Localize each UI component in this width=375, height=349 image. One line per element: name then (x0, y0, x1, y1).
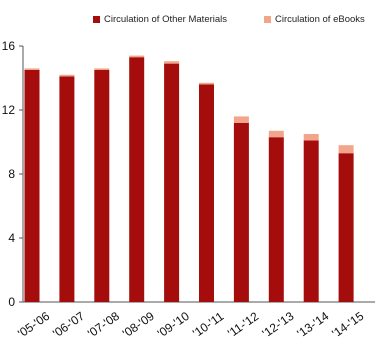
y-tick-label: 0 (8, 295, 15, 309)
x-tick-label: '11-'12 (225, 309, 261, 340)
bar-ebooks (199, 82, 214, 85)
bar-other-materials (303, 140, 319, 302)
bar-ebooks (129, 55, 145, 58)
x-tick-label: '05-'06 (15, 309, 52, 341)
bar-ebooks (338, 145, 354, 154)
bar-other-materials (338, 153, 354, 302)
bar-other-materials (199, 84, 214, 303)
bar-ebooks (94, 68, 110, 70)
y-tick-label: 12 (2, 103, 16, 117)
legend-label-other-materials: Circulation of Other Materials (104, 14, 228, 25)
bar-other-materials (233, 122, 249, 302)
x-tick-label: '08-'09 (120, 309, 157, 341)
x-tick-label: '09-'10 (155, 309, 192, 341)
chart-bars (24, 55, 354, 303)
y-axis-ticks: 0 4 8 12 16 (2, 39, 23, 309)
bar-ebooks (164, 61, 180, 64)
bar-ebooks (303, 134, 319, 141)
x-tick-label: '06-'07 (50, 309, 87, 341)
legend-swatch-other-materials (93, 16, 100, 23)
x-tick-label: '10-'11 (190, 309, 226, 340)
bar-ebooks (24, 68, 40, 70)
x-axis-ticks: '05-'06'06-'07'07-'08'08-'09'09-'10'10-'… (15, 309, 366, 341)
y-tick-label: 8 (8, 167, 15, 181)
bar-other-materials (94, 70, 110, 302)
legend-label-ebooks: Circulation of eBooks (275, 14, 365, 25)
bar-ebooks (268, 130, 284, 138)
x-tick-label: '12-'13 (260, 309, 297, 341)
x-tick-label: '07-'08 (85, 309, 122, 341)
bar-other-materials (164, 63, 180, 302)
legend-swatch-ebooks (264, 16, 271, 23)
bar-other-materials (129, 57, 145, 303)
x-tick-label: '13-'14 (294, 309, 331, 341)
legend: Circulation of Other Materials Circulati… (0, 14, 375, 28)
legend-item-other-materials: Circulation of Other Materials (93, 14, 227, 25)
y-tick-label: 4 (8, 231, 15, 245)
bar-other-materials (59, 76, 75, 303)
legend-item-ebooks: Circulation of eBooks (264, 14, 365, 25)
bar-other-materials (24, 70, 40, 302)
bar-ebooks (59, 74, 75, 77)
bar-ebooks (233, 116, 249, 123)
y-tick-label: 16 (2, 39, 16, 53)
bar-other-materials (268, 137, 284, 302)
x-tick-label: '14-'15 (329, 309, 366, 341)
